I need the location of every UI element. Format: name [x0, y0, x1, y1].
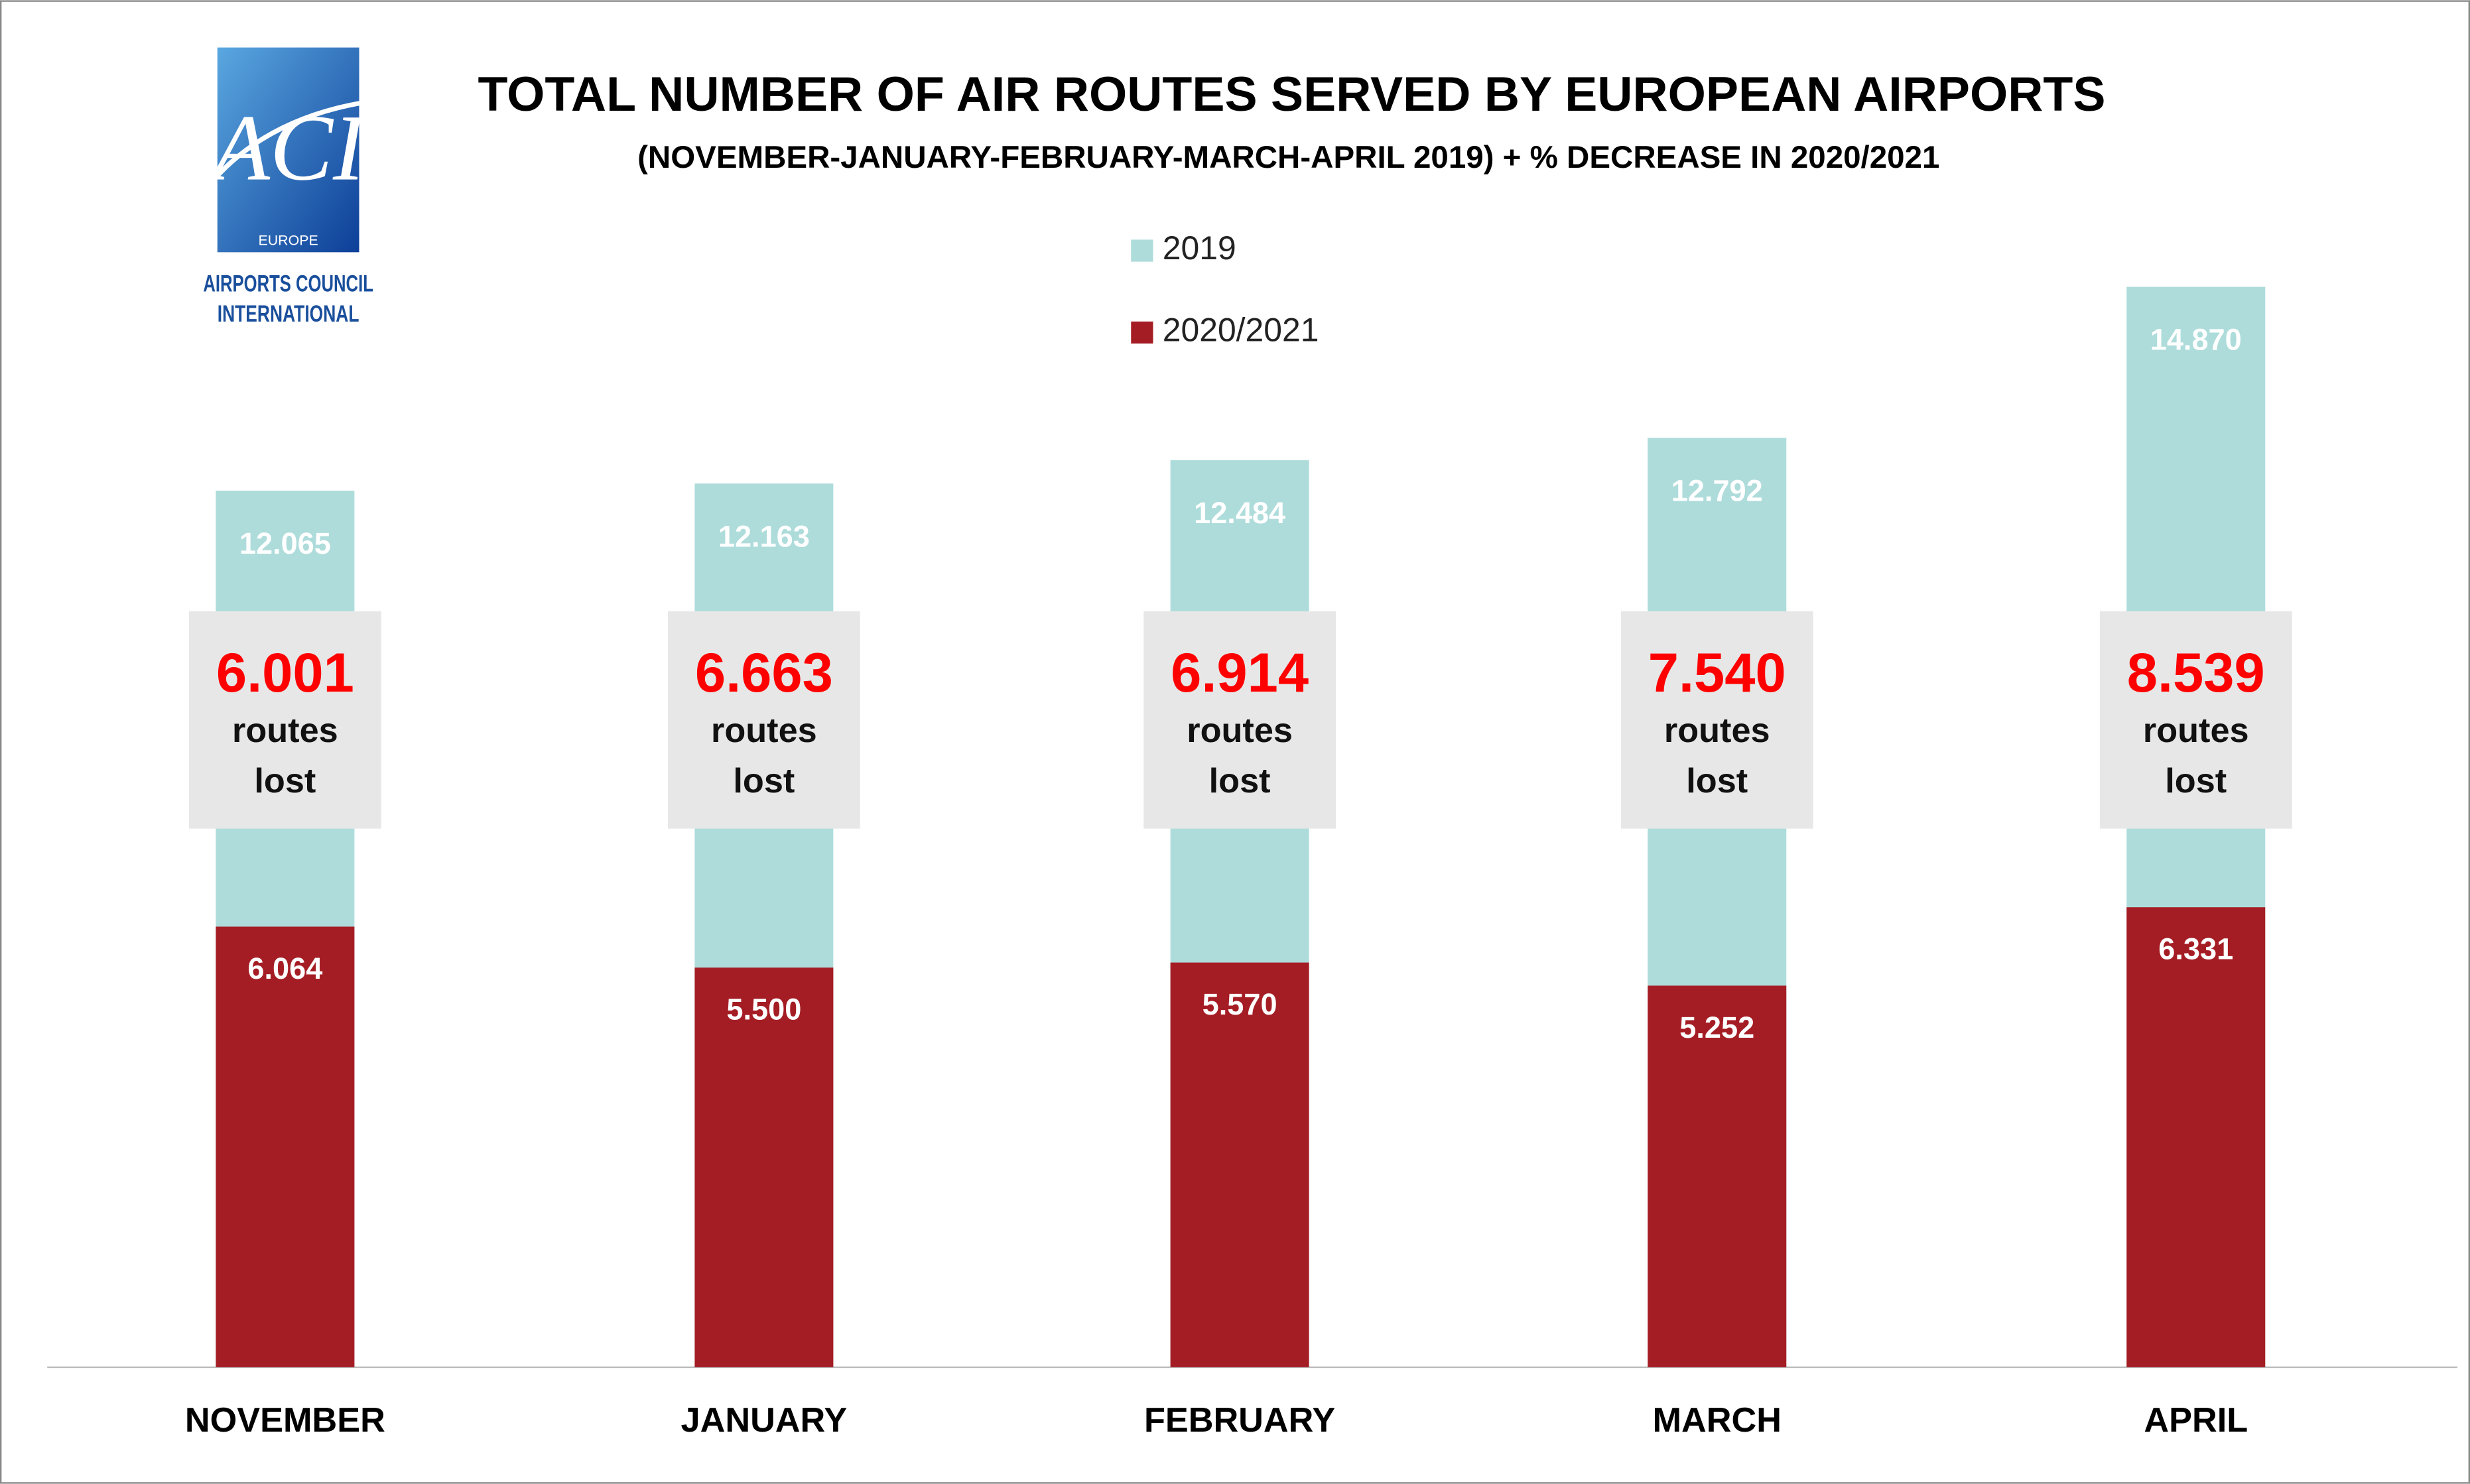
logo-swoosh: [174, 95, 402, 238]
annotation-box: [2099, 611, 2292, 829]
annotation-box: [1143, 611, 1336, 829]
annotation-content: 6.001 routes lost: [189, 611, 381, 829]
logo-square: [217, 47, 359, 253]
annotation-text: routes lost: [1187, 710, 1293, 800]
value-label: 12.792: [1671, 473, 1763, 507]
value-label: 12.484: [1194, 496, 1285, 530]
annotation-value: 8.539: [2126, 643, 2265, 704]
bar: [1648, 985, 1787, 1367]
annotation-text: routes lost: [232, 710, 338, 800]
value-label: 12.065: [239, 526, 331, 560]
bar: [2126, 907, 2266, 1367]
value-label: 14.870: [2150, 323, 2242, 357]
logo-mark: ACI: [207, 95, 369, 200]
logo-region: EUROPE: [259, 232, 318, 248]
legend-label: 2020/2021: [1163, 312, 1319, 349]
annotation-text: routes lost: [2142, 710, 2249, 800]
value-label: 5.252: [1679, 1011, 1754, 1044]
annotation-value: 6.914: [1171, 643, 1309, 704]
annotation-box: [668, 611, 860, 829]
value-label: 5.570: [1202, 987, 1277, 1021]
annotation-content: 7.540 routes lost: [1621, 611, 1813, 829]
annotation-content: 6.914 routes lost: [1143, 611, 1336, 829]
annotation-value: 6.663: [694, 643, 833, 704]
annotation-text: routes lost: [1663, 710, 1770, 800]
annotation-content: 6.663 routes lost: [668, 611, 860, 829]
logo: ACI EUROPE AIRPORTS COUNCIL INTERNATIONA…: [174, 47, 402, 327]
annotation-text: routes lost: [711, 710, 817, 800]
annotation-value: 6.001: [216, 643, 354, 704]
legend-label: 2019: [1163, 229, 1236, 267]
annotation-content: 8.539 routes lost: [2100, 611, 2292, 829]
annotation-box: [189, 611, 381, 829]
bar: [1170, 962, 1309, 1367]
value-label: 5.500: [726, 993, 801, 1026]
value-label: 6.064: [247, 952, 322, 985]
x-tick-label: MARCH: [1653, 1401, 1782, 1440]
x-tick-label: FEBRUARY: [1144, 1401, 1335, 1440]
bar: [216, 926, 355, 1367]
logo-name: AIRPORTS COUNCIL: [203, 271, 373, 297]
x-tick-label: NOVEMBER: [185, 1401, 385, 1440]
x-tick-label: JANUARY: [681, 1401, 848, 1440]
legend-swatch: [1131, 239, 1153, 262]
x-tick-label: APRIL: [2144, 1401, 2248, 1440]
legend-swatch: [1131, 321, 1153, 344]
bar: [694, 967, 834, 1367]
logo-name: INTERNATIONAL: [218, 300, 359, 327]
value-label: 6.331: [2158, 932, 2233, 966]
chart-title: TOTAL NUMBER OF AIR ROUTES SERVED BY EUR…: [478, 66, 2106, 121]
annotation-value: 7.540: [1648, 643, 1786, 704]
chart-subtitle: (NOVEMBER-JANUARY-FEBRUARY-MARCH-APRIL 2…: [637, 140, 1939, 175]
annotation-box: [1620, 611, 1813, 829]
value-label: 12.163: [718, 519, 810, 553]
